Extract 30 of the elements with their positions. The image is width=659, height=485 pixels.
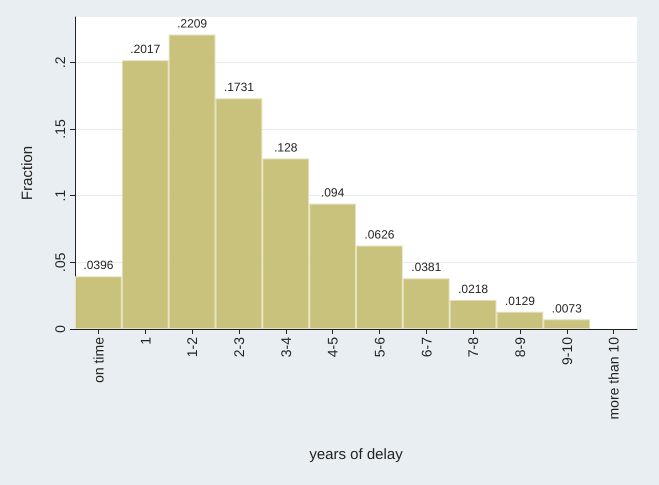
y-tick-label: 0 — [52, 324, 68, 333]
x-tick-label: 1-2 — [184, 336, 200, 358]
data-label: .2017 — [130, 42, 161, 56]
data-label: .0218 — [458, 282, 488, 296]
data-label: .128 — [274, 140, 298, 154]
x-tick-label: 7-8 — [465, 336, 482, 358]
data-label: .0626 — [364, 228, 395, 242]
x-tick-label: 9-10 — [558, 336, 575, 366]
data-label: .094 — [320, 186, 345, 200]
x-tick-label: 5-6 — [371, 336, 388, 358]
y-axis-title: Fraction — [19, 146, 36, 200]
x-tick-label: 3-4 — [278, 336, 294, 358]
y-tick-label: .05 — [52, 252, 68, 272]
y-tick-label: .15 — [52, 119, 68, 139]
x-axis-title: years of delay — [309, 446, 404, 463]
y-tick-label: .2 — [52, 56, 68, 68]
y-tick-label: .1 — [52, 190, 68, 202]
x-tick-label: 6-7 — [418, 336, 434, 358]
x-tick-label: 8-9 — [512, 336, 528, 358]
data-label: .2209 — [177, 16, 208, 30]
x-tick-label: 4-5 — [324, 336, 341, 358]
x-tick-label: more than 10 — [606, 336, 622, 420]
data-label: .0381 — [411, 260, 442, 274]
data-label: .1731 — [224, 80, 254, 94]
x-tick-label: on time — [90, 336, 106, 383]
x-tick-label: 2-3 — [230, 336, 247, 358]
data-label: .0396 — [83, 258, 114, 272]
data-label: .0129 — [504, 294, 536, 308]
data-label: .0073 — [552, 301, 582, 316]
x-tick-label: 1 — [137, 336, 154, 345]
